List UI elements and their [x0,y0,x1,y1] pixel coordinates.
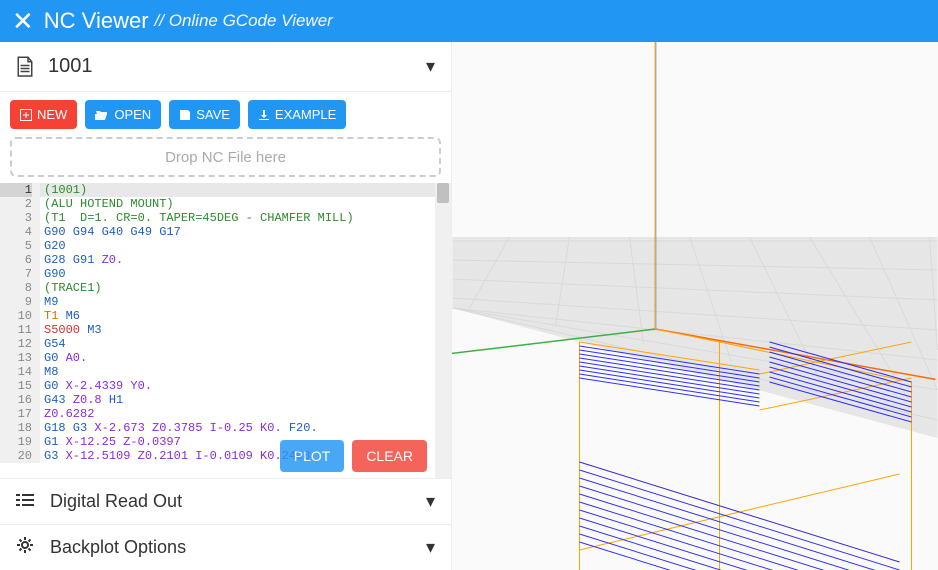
viewport-3d[interactable] [452,42,938,570]
editor-scrollbar[interactable] [435,183,451,478]
open-button[interactable]: OPEN [85,100,161,129]
editor-scrollbar-thumb[interactable] [437,183,449,203]
new-button[interactable]: NEW [10,100,77,129]
folder-open-icon [95,109,109,121]
left-panel: 1001 ▾ NEW OPEN SAVE EXAMPLE Drop NC Fil… [0,42,452,570]
app-subtitle: // Online GCode Viewer [155,11,333,31]
plot-button-label: PLOT [294,448,331,464]
save-button-label: SAVE [196,107,230,122]
editor-gutter: 1234567891011121314151617181920 [0,183,40,463]
code-editor[interactable]: 1234567891011121314151617181920 (1001)(A… [0,183,451,478]
app-header: ✕ NC Viewer // Online GCode Viewer [0,0,938,42]
plus-box-icon [20,109,32,121]
floppy-icon [179,109,191,121]
clear-button-label: CLEAR [366,448,413,464]
list-icon [16,491,36,512]
panel-dro[interactable]: Digital Read Out ▾ [0,478,451,524]
open-button-label: OPEN [114,107,151,122]
viewport-canvas[interactable] [452,42,938,570]
panel-backplot[interactable]: Backplot Options ▾ [0,524,451,570]
plot-button[interactable]: PLOT [280,440,345,472]
chevron-down-icon[interactable]: ▾ [426,537,435,558]
app-title: NC Viewer [44,8,149,34]
download-icon [258,109,270,121]
clear-button[interactable]: CLEAR [352,440,427,472]
dropzone-label: Drop NC File here [165,149,286,166]
new-button-label: NEW [37,107,67,122]
chevron-down-icon[interactable]: ▾ [426,491,435,512]
close-icon[interactable]: ✕ [12,8,34,34]
chevron-down-icon[interactable]: ▾ [426,56,435,77]
dropzone[interactable]: Drop NC File here [10,137,441,177]
example-button[interactable]: EXAMPLE [248,100,346,129]
gear-icon [16,536,36,559]
save-button[interactable]: SAVE [169,100,240,129]
panel-dro-title: Digital Read Out [50,491,426,512]
editor-code[interactable]: (1001)(ALU HOTEND MOUNT)(T1 D=1. CR=0. T… [40,183,451,463]
filename-label: 1001 [48,55,426,78]
panel-backplot-title: Backplot Options [50,537,426,558]
file-bar[interactable]: 1001 ▾ [0,42,451,92]
example-button-label: EXAMPLE [275,107,336,122]
toolbar: NEW OPEN SAVE EXAMPLE [0,92,451,137]
document-icon [16,56,34,78]
